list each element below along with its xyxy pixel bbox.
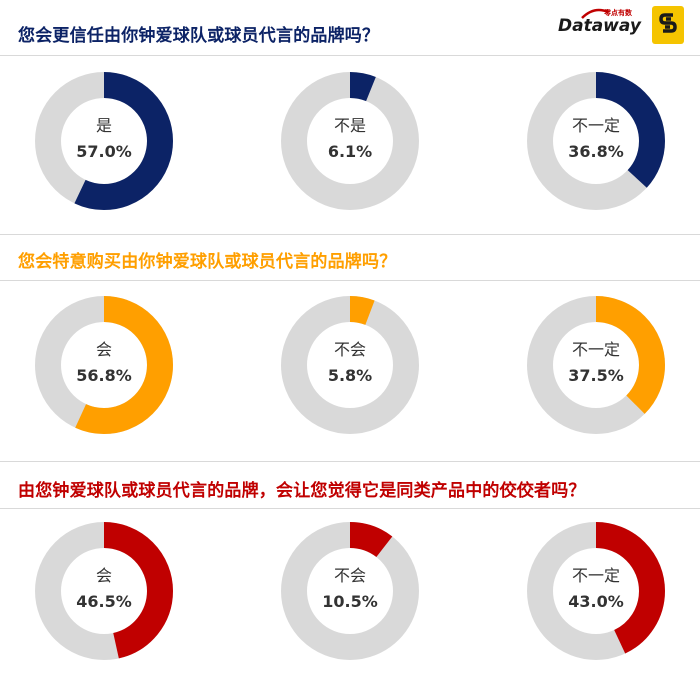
slice-value: 6.1% <box>327 142 373 161</box>
slice-label: 不是 <box>333 116 366 135</box>
logo-subtext: 零点有数 <box>604 9 632 17</box>
question-title: 您会更信任由你钟爱球队或球员代言的品牌吗？ <box>18 26 380 46</box>
donut-slice <box>527 72 665 210</box>
donut-chart: 会 56.8% <box>29 290 179 440</box>
slice-value: 46.5% <box>76 592 132 611</box>
slice-value: 43.0% <box>568 592 624 611</box>
donut-slice <box>527 522 665 660</box>
donut-remainder-ring <box>281 296 419 434</box>
slice-value: 37.5% <box>568 366 624 385</box>
logo-swoosh-icon <box>581 8 609 19</box>
donut-slice <box>35 72 173 210</box>
slice-value: 5.8% <box>327 366 373 385</box>
slice-value: 36.8% <box>568 142 624 161</box>
section-divider <box>0 280 700 281</box>
slice-label: 不一定 <box>571 566 620 585</box>
donut-row: 会 46.5% 不会 10.5% 不一定 43.0% <box>0 516 700 686</box>
slice-value: 56.8% <box>76 366 132 385</box>
section-divider <box>0 508 700 509</box>
donut-slice <box>527 296 665 434</box>
slice-value: 10.5% <box>322 592 378 611</box>
donut-slice <box>281 72 419 210</box>
slice-label: 会 <box>95 566 112 585</box>
donut-chart: 不一定 43.0% <box>521 516 671 666</box>
donut-slice <box>281 522 419 660</box>
section-divider <box>0 55 700 56</box>
donut-row: 会 56.8% 不会 5.8% 不一定 37.5% <box>0 290 700 460</box>
donut-chart: 是 57.0% <box>29 66 179 216</box>
donut-chart: 不会 5.8% <box>275 290 425 440</box>
donut-row: 是 57.0% 不是 6.1% 不一定 36.8% <box>0 66 700 236</box>
slice-label: 不会 <box>333 566 366 585</box>
slice-label: 不一定 <box>571 340 620 359</box>
donut-slice <box>35 296 173 434</box>
slice-label: 不会 <box>333 340 366 359</box>
donut-slice <box>35 522 173 660</box>
section-separator <box>0 234 700 235</box>
slice-label: 是 <box>95 116 112 135</box>
slice-label: 会 <box>95 340 112 359</box>
donut-chart: 不是 6.1% <box>275 66 425 216</box>
donut-chart: 不一定 37.5% <box>521 290 671 440</box>
donut-slice <box>281 296 419 434</box>
question-title: 由您钟爱球队或球员代言的品牌，会让您觉得它是同类产品中的佼佼者吗？ <box>18 481 586 501</box>
donut-remainder-ring <box>281 72 419 210</box>
slice-label: 不一定 <box>571 116 620 135</box>
question-title: 您会特意购买由你钟爱球队或球员代言的品牌吗？ <box>18 252 397 272</box>
section-separator <box>0 461 700 462</box>
logo-text: Dataway <box>558 16 641 36</box>
slice-value: 57.0% <box>76 142 132 161</box>
donut-chart: 会 46.5% <box>29 516 179 666</box>
donut-chart: 不会 10.5% <box>275 516 425 666</box>
s-badge-icon <box>652 6 684 44</box>
donut-remainder-ring <box>281 522 419 660</box>
donut-chart: 不一定 36.8% <box>521 66 671 216</box>
